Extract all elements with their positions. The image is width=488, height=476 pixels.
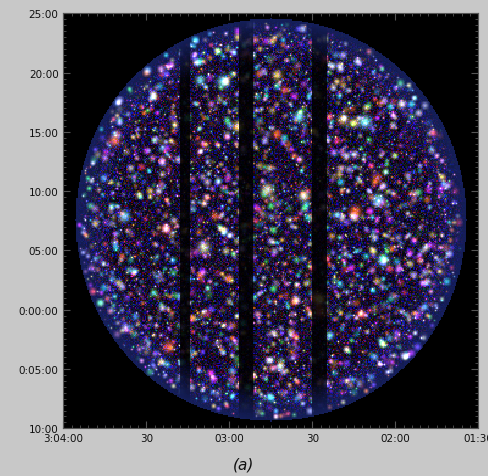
Text: (a): (a): [233, 456, 255, 471]
